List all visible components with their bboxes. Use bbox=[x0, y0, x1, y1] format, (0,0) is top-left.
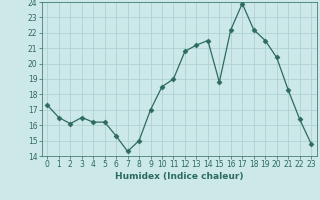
X-axis label: Humidex (Indice chaleur): Humidex (Indice chaleur) bbox=[115, 172, 244, 181]
